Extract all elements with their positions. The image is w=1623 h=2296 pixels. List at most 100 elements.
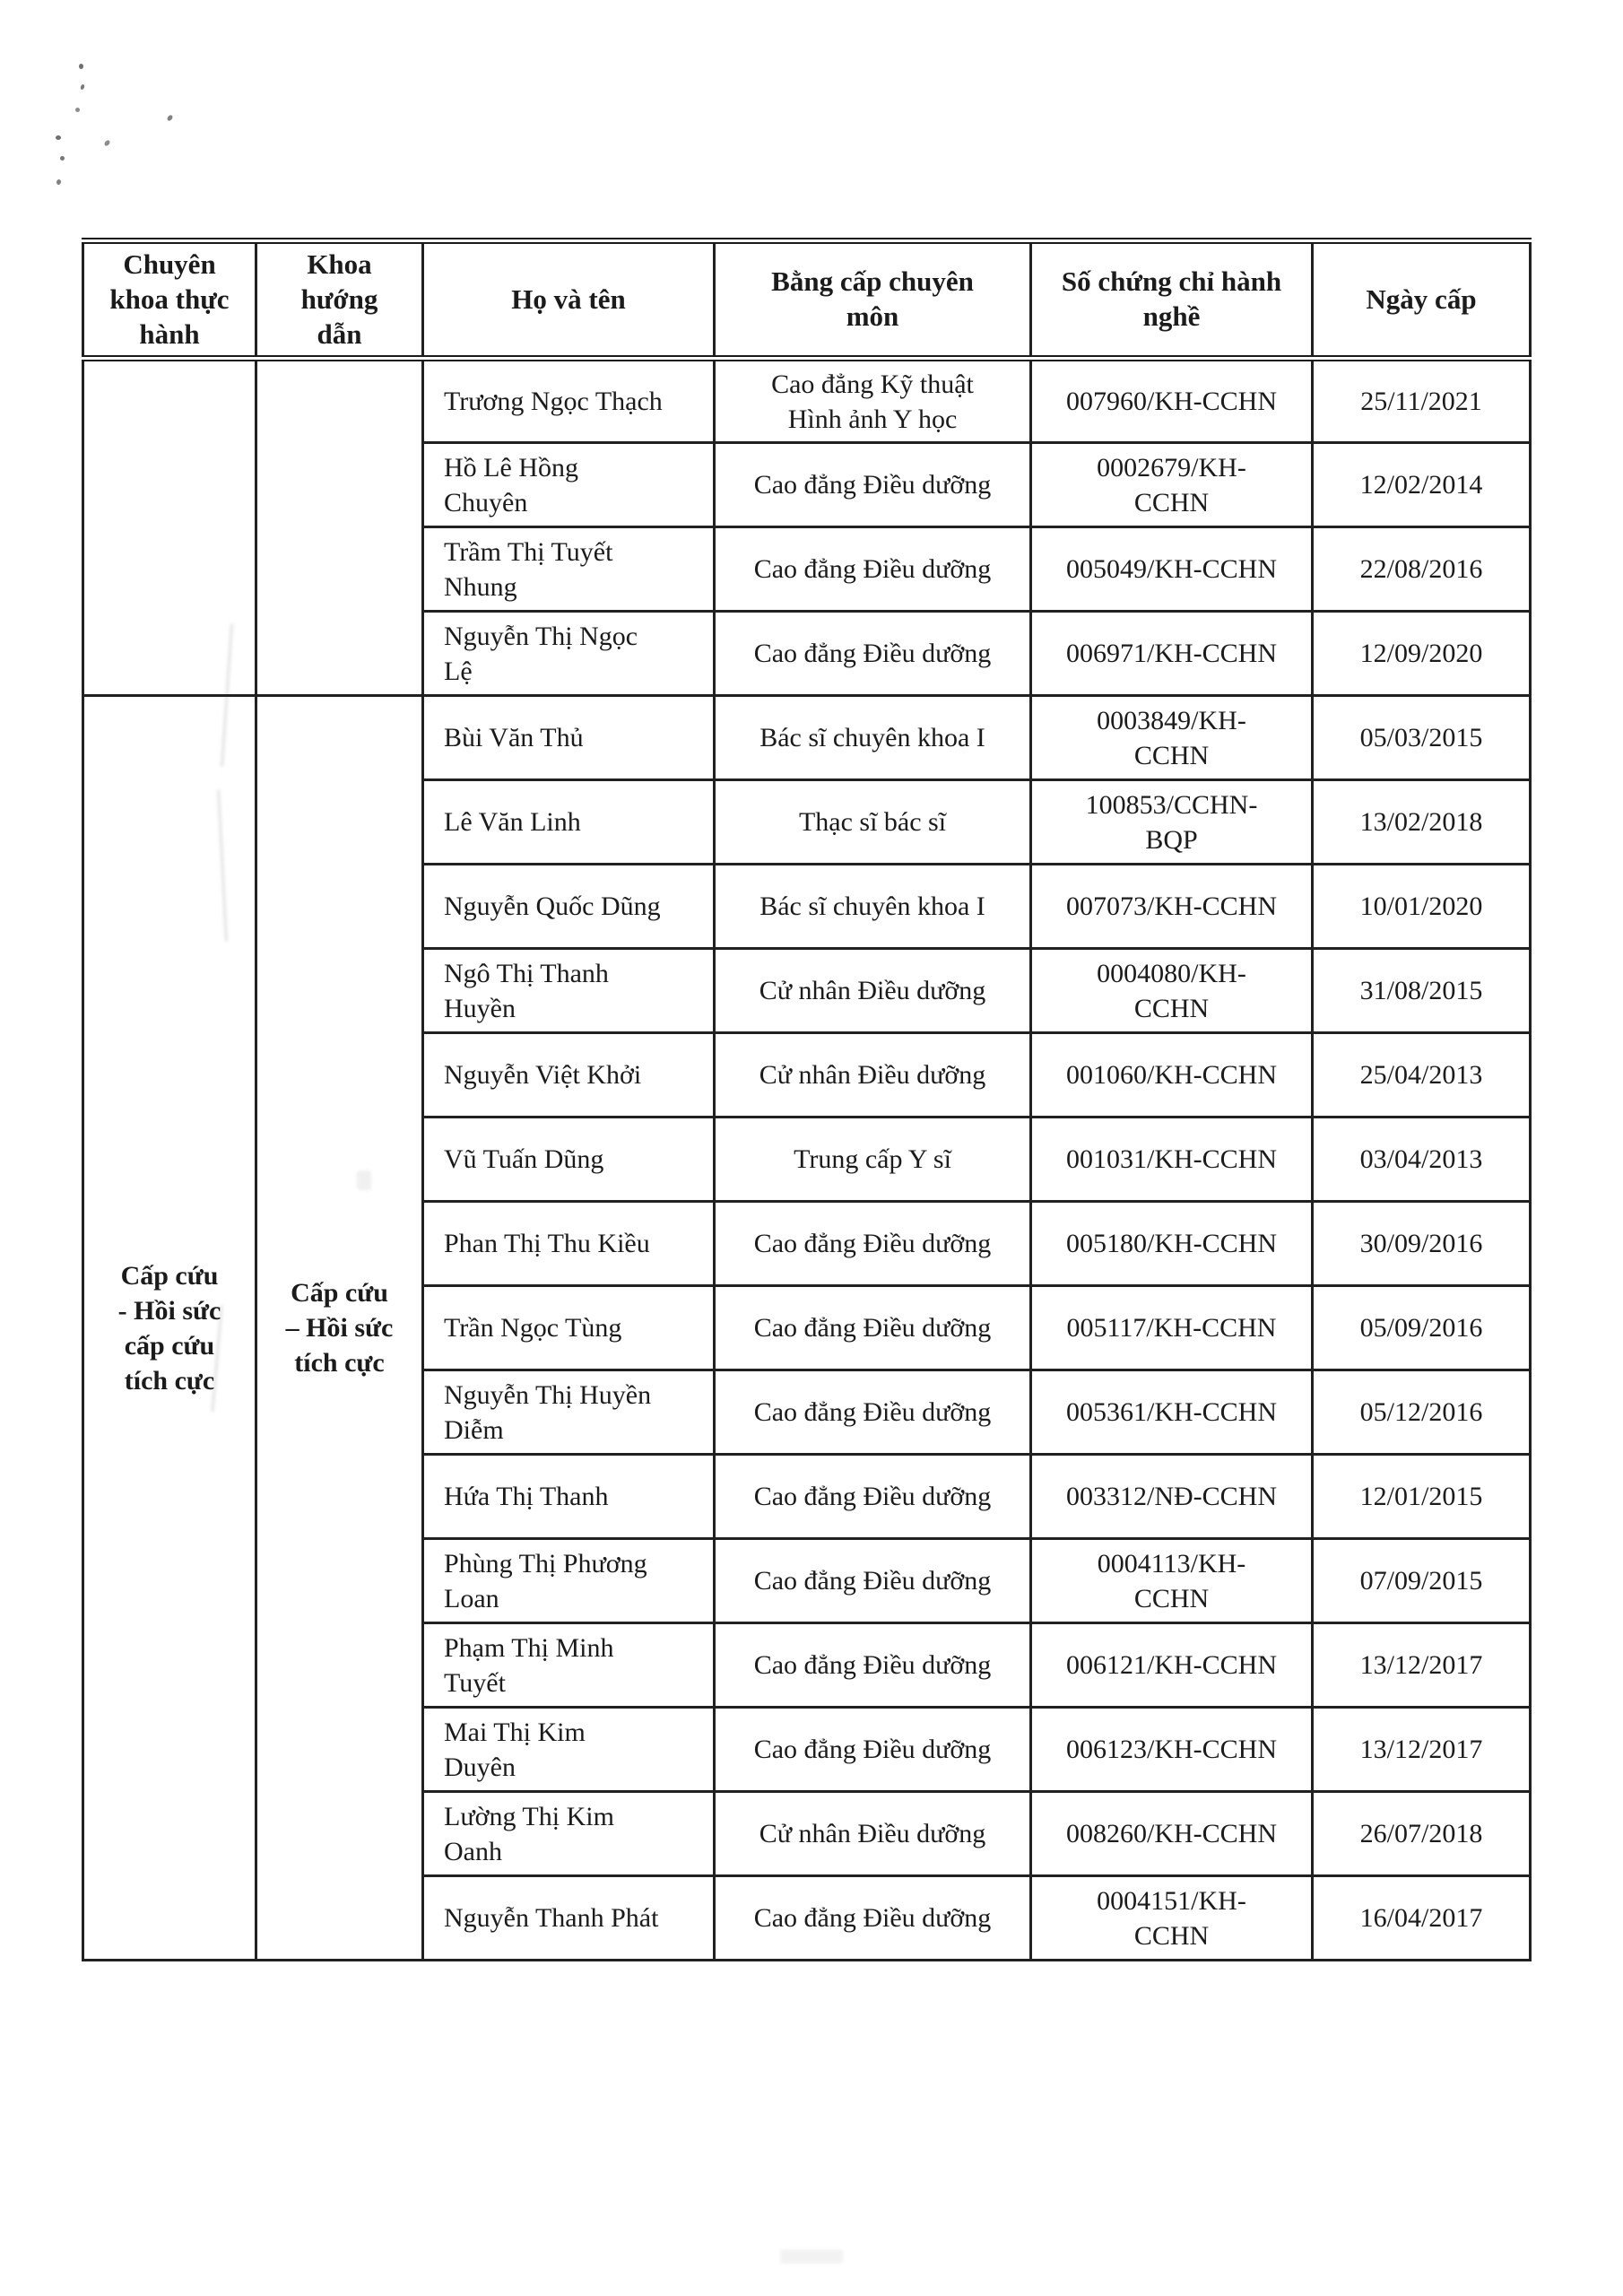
cert-cell: 005180/KH-CCHN: [1029, 1200, 1314, 1288]
table-row: Trương Ngọc Thạch Cao đẳng Kỹ thuật Hình …: [82, 357, 1532, 698]
cert-cell: 006121/KH-CCHN: [1029, 1622, 1314, 1709]
scan-speck: [75, 108, 80, 112]
date-cell: 25/11/2021: [1311, 357, 1532, 445]
name-cell: Hứa Thị Thanh: [421, 1453, 716, 1541]
degree-cell: Cử nhân Điều dưỡng: [713, 947, 1032, 1035]
name-cell: Lê Văn Linh: [421, 778, 716, 866]
table-row: Phùng Thị Phương Loan Cao đẳng Điều dưỡng…: [83, 1537, 1532, 1625]
table-row: Cấp cứu - Hồi sức cấp cứu tích cực Cấp cứ…: [82, 694, 1532, 1962]
date-cell: 03/04/2013: [1311, 1116, 1532, 1204]
date-cell: 12/02/2014: [1311, 441, 1532, 529]
date-cell: 13/12/2017: [1311, 1622, 1532, 1709]
degree-cell: Cao đẳng Điều dưỡng: [713, 1200, 1032, 1288]
date-cell: 16/04/2017: [1311, 1874, 1532, 1962]
degree-cell: Cao đẳng Điều dưỡng: [713, 441, 1032, 529]
date-cell: 05/09/2016: [1311, 1284, 1532, 1372]
date-cell: 10/01/2020: [1311, 863, 1532, 951]
degree-cell: Cao đẳng Điều dưỡng: [713, 610, 1032, 698]
scan-speck: [103, 139, 111, 147]
date-cell: 31/08/2015: [1311, 947, 1532, 1035]
cert-cell: 007073/KH-CCHN: [1029, 863, 1314, 951]
cert-cell: 006971/KH-CCHN: [1029, 610, 1314, 698]
date-cell: 12/01/2015: [1311, 1453, 1532, 1541]
name-cell: Nguyễn Thị Ngọc Lệ: [421, 610, 716, 698]
scan-speck: [79, 64, 83, 69]
col-header-specialty: Chuyên khoa thực hành: [82, 239, 257, 362]
scan-speck: [56, 178, 62, 186]
name-cell: Ngô Thị Thanh Huyền: [421, 947, 716, 1035]
table-row: Nguyễn Thị Ngọc Lệ Cao đẳng Điều dưỡng 006…: [83, 610, 1532, 698]
table-row: Phạm Thị Minh Tuyết Cao đẳng Điều dưỡng 00…: [83, 1622, 1532, 1709]
date-cell: 30/09/2016: [1311, 1200, 1532, 1288]
specialty-cell: [82, 357, 257, 698]
degree-cell: Cao đẳng Điều dưỡng: [713, 1874, 1032, 1962]
col-header-degree: Bằng cấp chuyên môn: [713, 239, 1032, 362]
cert-cell: 003312/NĐ-CCHN: [1029, 1453, 1314, 1541]
cert-cell: 001031/KH-CCHN: [1029, 1116, 1314, 1204]
degree-cell: Cao đẳng Điều dưỡng: [713, 1706, 1032, 1794]
col-header-name: Họ và tên: [421, 239, 716, 362]
table-row: Hồ Lê Hồng Chuyên Cao đẳng Điều dưỡng 0002…: [83, 441, 1532, 529]
name-cell: Nguyễn Thanh Phát: [421, 1874, 716, 1962]
department-cell: [255, 357, 424, 698]
specialty-cell: Cấp cứu - Hồi sức cấp cứu tích cực: [82, 694, 257, 1962]
degree-cell: Thạc sĩ bác sĩ: [713, 778, 1032, 866]
degree-cell: Cao đẳng Điều dưỡng: [713, 1453, 1032, 1541]
scan-speck: [80, 83, 85, 91]
name-cell: Phùng Thị Phương Loan: [421, 1537, 716, 1625]
date-cell: 12/09/2020: [1311, 610, 1532, 698]
scan-speck: [166, 114, 174, 122]
name-cell: Phạm Thị Minh Tuyết: [421, 1622, 716, 1709]
scan-smudge: [780, 2249, 843, 2264]
cert-cell: 005117/KH-CCHN: [1029, 1284, 1314, 1372]
date-cell: 13/02/2018: [1311, 778, 1532, 866]
degree-cell: Cử nhân Điều dưỡng: [713, 1031, 1032, 1119]
date-cell: 07/09/2015: [1311, 1537, 1532, 1625]
table-row: Nguyễn Thanh Phát Cao đẳng Điều dưỡng 0004…: [83, 1874, 1532, 1962]
table-row: Hứa Thị Thanh Cao đẳng Điều dưỡng 003312/N…: [83, 1453, 1532, 1541]
date-cell: 13/12/2017: [1311, 1706, 1532, 1794]
name-cell: Mai Thị Kim Duyên: [421, 1706, 716, 1794]
degree-cell: Cao đẳng Điều dưỡng: [713, 1622, 1032, 1709]
col-header-cert: Số chứng chỉ hành nghề: [1029, 239, 1314, 362]
cert-cell: 100853/CCHN- BQP: [1029, 778, 1314, 866]
table-row: Vũ Tuấn Dũng Trung cấp Y sĩ 001031/KH-CCHN…: [83, 1116, 1532, 1204]
cert-cell: 007960/KH-CCHN: [1029, 357, 1314, 445]
name-cell: Trương Ngọc Thạch: [421, 357, 716, 445]
header-row: Chuyên khoa thực hành Khoa hướng dẫn Họ …: [82, 239, 1532, 362]
name-cell: Nguyễn Việt Khởi: [421, 1031, 716, 1119]
table-row: Trầm Thị Tuyết Nhung Cao đẳng Điều dưỡng 0…: [83, 526, 1532, 613]
table-body: Trương Ngọc Thạch Cao đẳng Kỹ thuật Hình …: [82, 357, 1532, 1962]
name-cell: Nguyễn Thị Huyền Diễm: [421, 1369, 716, 1457]
date-cell: 05/12/2016: [1311, 1369, 1532, 1457]
name-cell: Bùi Văn Thủ: [421, 694, 716, 782]
table-row: Nguyễn Việt Khởi Cử nhân Điều dưỡng 001060…: [83, 1031, 1532, 1119]
table-row: Lê Văn Linh Thạc sĩ bác sĩ 100853/CCHN- BQ…: [83, 778, 1532, 866]
scan-speck: [60, 156, 65, 161]
department-cell: Cấp cứu – Hồi sức tích cực: [255, 694, 424, 1962]
col-header-department: Khoa hướng dẫn: [255, 239, 424, 362]
table-header: Chuyên khoa thực hành Khoa hướng dẫn Họ …: [82, 239, 1532, 362]
name-cell: Phan Thị Thu Kiều: [421, 1200, 716, 1288]
name-cell: Nguyễn Quốc Dũng: [421, 863, 716, 951]
table-row: Nguyễn Thị Huyền Diễm Cao đẳng Điều dưỡng…: [83, 1369, 1532, 1457]
cert-cell: 005049/KH-CCHN: [1029, 526, 1314, 613]
date-cell: 25/04/2013: [1311, 1031, 1532, 1119]
name-cell: Trầm Thị Tuyết Nhung: [421, 526, 716, 613]
table-row: Nguyễn Quốc Dũng Bác sĩ chuyên khoa I 0070…: [83, 863, 1532, 951]
date-cell: 26/07/2018: [1311, 1790, 1532, 1878]
cert-cell: 0004151/KH- CCHN: [1029, 1874, 1314, 1962]
table-row: Trần Ngọc Tùng Cao đẳng Điều dưỡng 005117/…: [83, 1284, 1532, 1372]
col-header-date: Ngày cấp: [1311, 239, 1532, 362]
name-cell: Hồ Lê Hồng Chuyên: [421, 441, 716, 529]
cert-cell: 001060/KH-CCHN: [1029, 1031, 1314, 1119]
degree-cell: Cao đẳng Điều dưỡng: [713, 1537, 1032, 1625]
table-row: Mai Thị Kim Duyên Cao đẳng Điều dưỡng 0061…: [83, 1706, 1532, 1794]
name-cell: Vũ Tuấn Dũng: [421, 1116, 716, 1204]
table-row: Lường Thị Kim Oanh Cử nhân Điều dưỡng 0082…: [83, 1790, 1532, 1878]
degree-cell: Cao đẳng Điều dưỡng: [713, 1369, 1032, 1457]
degree-cell: Bác sĩ chuyên khoa I: [713, 694, 1032, 782]
degree-cell: Cao đẳng Điều dưỡng: [713, 1284, 1032, 1372]
date-cell: 22/08/2016: [1311, 526, 1532, 613]
